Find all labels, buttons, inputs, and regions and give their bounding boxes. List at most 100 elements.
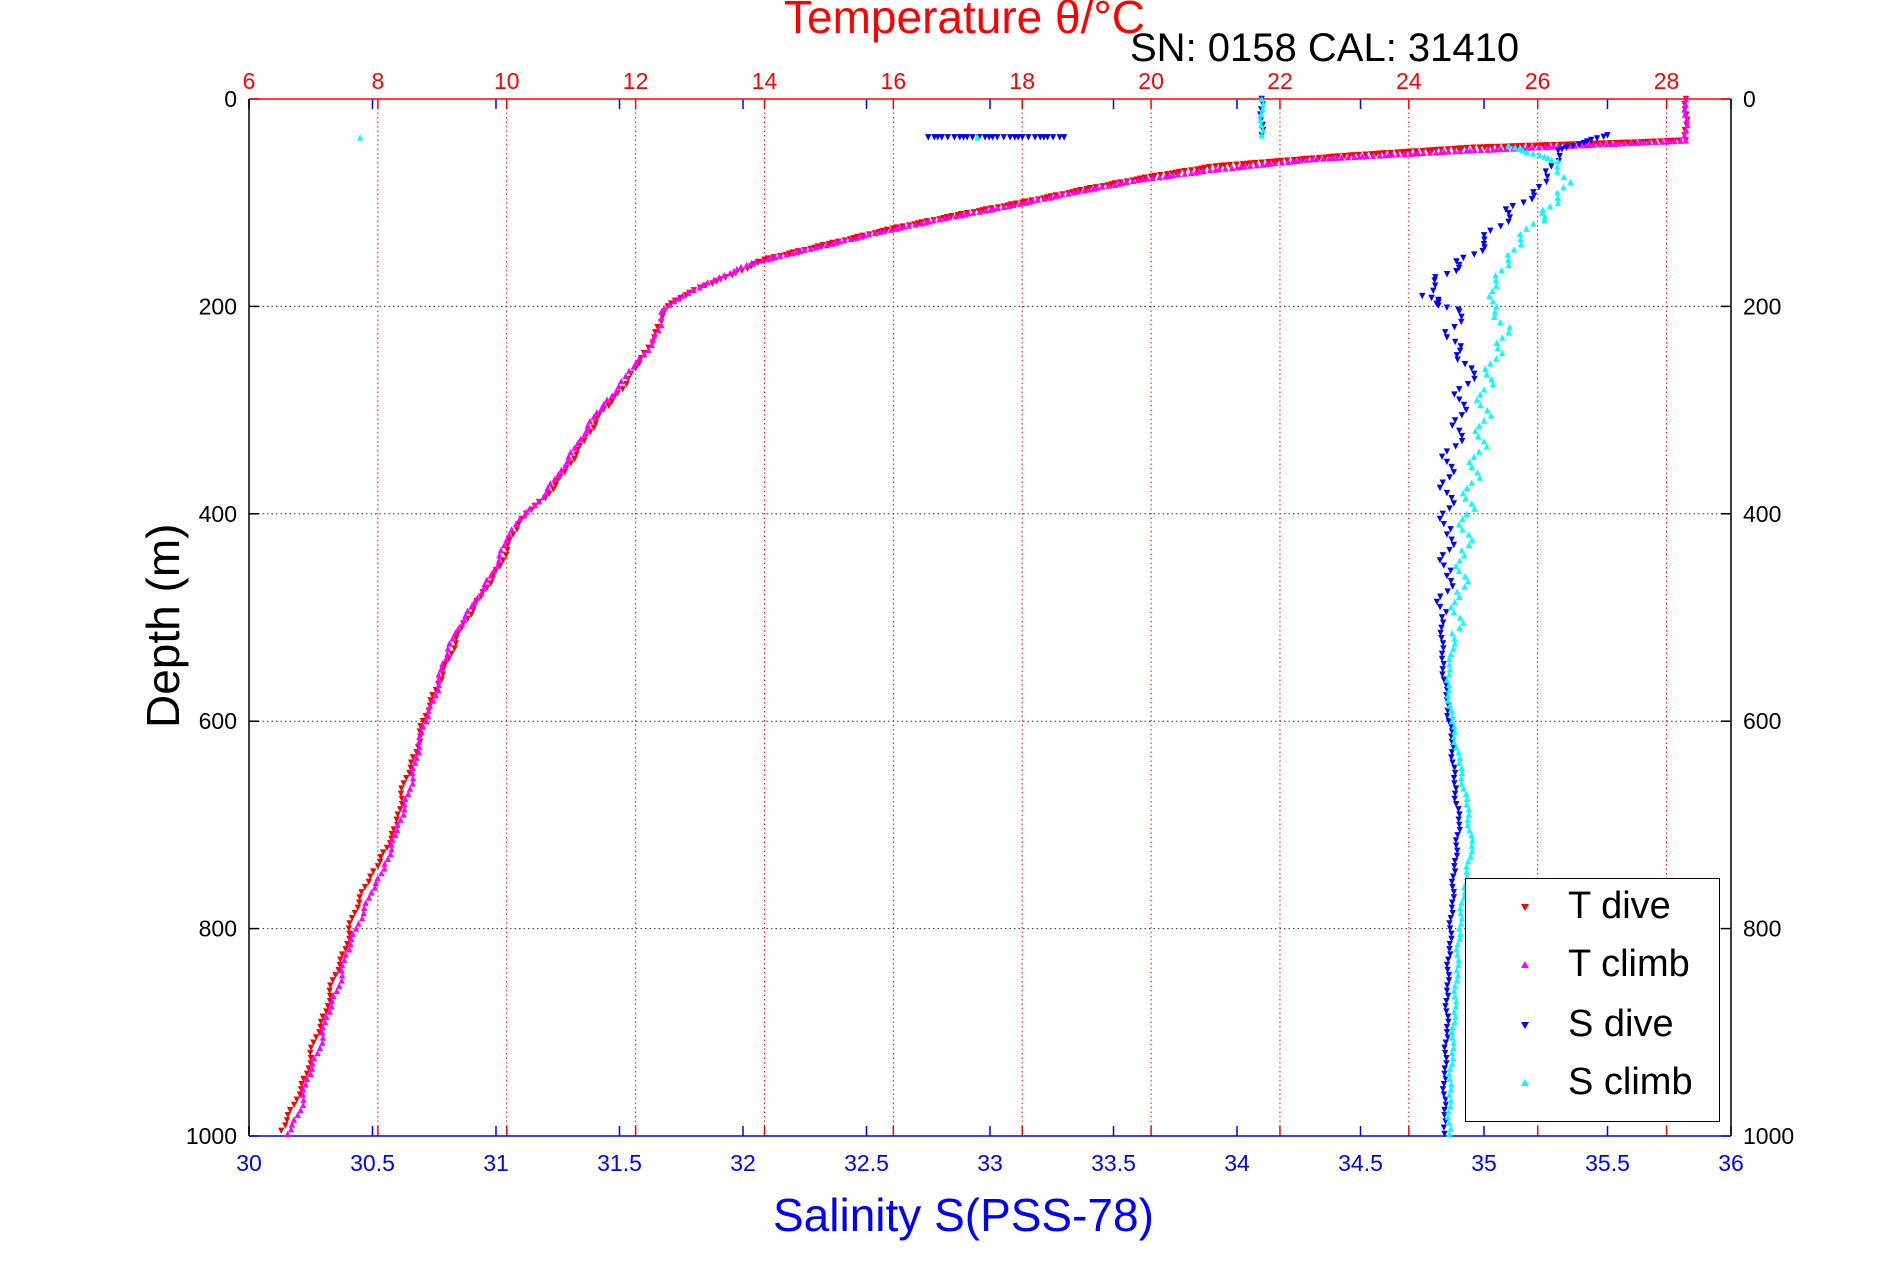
series-t-climb-point [1646,138,1653,146]
series-t-dive-point [608,398,615,406]
series-s-dive-point [969,134,976,141]
series-t-climb-point [1682,126,1690,134]
series-t-climb-point [415,738,423,746]
series-t-climb-point [1065,190,1072,197]
series-s-dive-point [1450,873,1457,880]
series-t-climb-point [618,377,625,385]
series-s-climb-point [1445,1119,1453,1126]
series-s-dive-point [1442,1101,1450,1109]
series-t-climb-point [648,341,656,349]
series-s-climb-point [1258,121,1265,129]
series-t-climb-point [512,520,520,528]
series-s-climb-point [1523,225,1530,232]
series-s-dive-point [1433,598,1441,606]
series-t-climb-point [651,331,658,339]
y-tick-label-right: 0 [1743,86,1756,112]
series-s-dive-point [1441,1065,1448,1072]
series-s-climb-point [1493,303,1500,310]
series-s-dive-point [934,134,941,141]
series-s-dive-point [1453,352,1461,359]
series-t-climb-point [1457,147,1464,155]
bottom-x-tick-label: 36 [1718,1150,1744,1176]
series-s-climb-point [1457,909,1465,917]
series-s-dive-point [1443,572,1451,580]
series-t-climb-point [1401,150,1409,158]
series-s-climb-point [1489,380,1497,388]
series-s-climb-point [1492,272,1499,279]
series-s-climb-point [1447,1086,1455,1093]
series-s-dive-point [1442,329,1449,336]
series-s-dive-point [1431,277,1438,284]
top-x-tick-label: 18 [1009,68,1035,94]
series-t-climb-point [409,775,417,782]
series-t-climb-point [577,435,584,443]
series-t-dive-point [351,909,358,917]
series-s-climb-point [1449,1055,1457,1062]
series-s-climb-point [1468,842,1475,849]
series-s-dive-point [1446,946,1453,953]
series-s-climb-point [1446,1130,1453,1138]
series-t-climb-point [1162,173,1169,180]
series-s-climb-point [1450,1039,1457,1046]
series-s-dive-point [1439,640,1447,647]
series-s-dive-point [1446,474,1453,481]
series-s-dive-point [1440,562,1448,569]
series-s-dive-point [1440,660,1447,668]
series-t-climb-point [400,811,407,818]
series-t-climb-point [812,244,820,251]
series-t-climb-point [1471,146,1478,154]
series-s-dive-point [1446,940,1453,948]
series-s-climb-point [1449,1034,1456,1041]
series-t-climb-point [615,383,622,390]
series-s-climb-point [1448,718,1456,725]
series-t-climb-point [1212,166,1219,173]
series-s-dive-point [1439,552,1446,559]
series-s-dive-point [1544,173,1551,180]
series-s-climb-point [1465,806,1472,813]
series-t-climb-point [409,769,416,777]
series-t-dive-point [1631,139,1638,146]
series-t-dive-point [605,402,612,410]
series-s-dive-point [1548,163,1555,170]
series-t-climb-point [1123,178,1131,186]
series-s-dive-point [1442,1039,1449,1046]
series-t-climb-point [462,612,469,619]
series-t-climb-point [319,1034,327,1041]
series-t-climb-point [1111,181,1119,188]
series-s-climb-point [1536,151,1543,159]
series-s-dive-point [1451,769,1459,777]
series-s-climb-point [1546,202,1554,210]
series-t-dive-point [316,1029,323,1036]
series-s-climb-point [1477,401,1484,409]
series-t-dive-point [398,800,406,808]
series-t-dive-point [502,552,510,559]
y-tick-label-left: 600 [199,708,237,734]
series-s-dive-point [1593,135,1601,142]
y-tick-label-left: 800 [199,916,237,942]
series-s-dive-point [1528,196,1536,203]
series-t-dive-point [890,225,897,232]
series-s-climb-point [1453,997,1460,1005]
series-s-dive-point [925,134,932,141]
series-t-climb-point [1407,150,1414,157]
series-s-climb-point [1463,484,1471,492]
bottom-x-tick-label: 30 [236,1150,262,1176]
series-t-climb-point [661,304,668,312]
series-t-climb-point [1683,116,1690,123]
series-s-climb-point [1505,256,1512,263]
series-t-climb-point [1247,162,1254,169]
series-t-climb-point [1590,141,1597,148]
top-x-tick-label: 20 [1138,68,1164,94]
series-t-dive-point [1372,150,1380,158]
series-s-dive-point [1448,495,1455,502]
series-t-dive-point [623,380,630,388]
series-s-dive-point [1060,134,1068,141]
series-t-climb-point [455,625,462,632]
series-s-dive-point [1458,318,1465,326]
series-s-climb-point [1480,386,1488,393]
series-t-dive-point [344,940,351,948]
series-t-climb-point [1022,199,1029,206]
series-s-dive-point [938,134,946,141]
series-t-climb-point [816,242,824,250]
series-t-climb-point [483,576,491,583]
